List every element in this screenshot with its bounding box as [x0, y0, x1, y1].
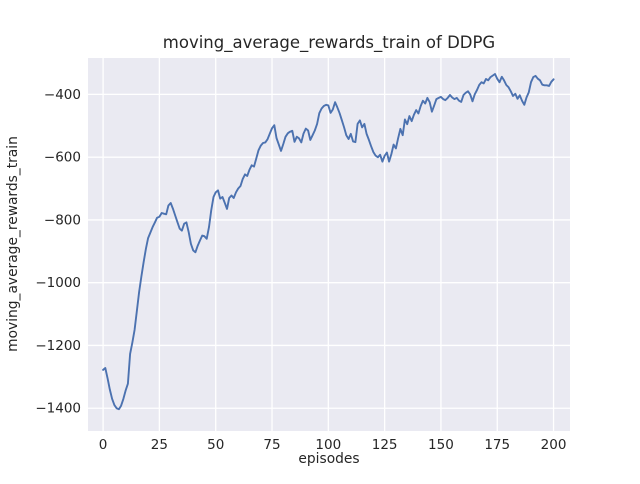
- series-lines: [102, 73, 555, 411]
- plot-area: [88, 58, 570, 431]
- x-tick-label: 50: [207, 437, 224, 453]
- series-line: [102, 73, 555, 411]
- y-tick-label: −1000: [35, 275, 81, 291]
- y-tick-label: −600: [44, 150, 81, 166]
- gridlines: [88, 58, 570, 431]
- x-tick-label: 100: [315, 437, 341, 453]
- y-tick-label: −800: [44, 212, 81, 228]
- x-tick-label: 200: [541, 437, 567, 453]
- tick-labels: 0 25 50 75 100 125 150 175 200 −400 −600 −800 −1000 −…: [35, 87, 566, 453]
- x-axis-label: episodes: [298, 451, 359, 467]
- chart-title: moving_average_rewards_train of DDPG: [163, 33, 495, 53]
- y-tick-label: −1400: [35, 401, 81, 417]
- x-tick-label: 0: [99, 437, 108, 453]
- x-tick-label: 150: [428, 437, 454, 453]
- x-tick-label: 75: [263, 437, 280, 453]
- y-tick-label: −400: [44, 87, 81, 103]
- x-tick-label: 175: [484, 437, 510, 453]
- y-tick-label: −1200: [35, 338, 81, 354]
- x-tick-label: 125: [372, 437, 398, 453]
- y-axis-label: moving_average_rewards_train: [5, 136, 21, 352]
- x-tick-label: 25: [151, 437, 168, 453]
